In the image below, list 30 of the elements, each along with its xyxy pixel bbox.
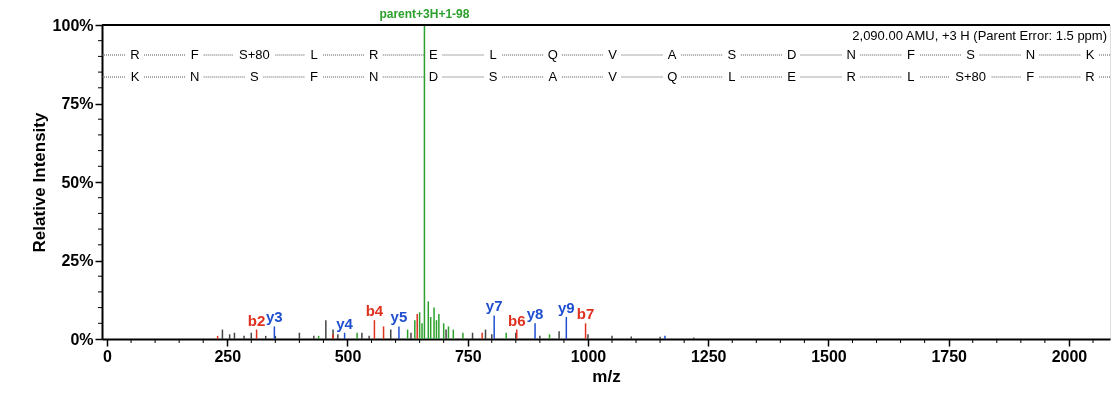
x-tick-label: 750 bbox=[454, 347, 482, 365]
text: R F S+80 L R E L Q V A S D N F S N K bbox=[130, 47, 1095, 62]
x-tick-label: 1250 bbox=[690, 347, 727, 365]
x-tick-label: 1750 bbox=[931, 347, 968, 365]
y-tick-label: 50% bbox=[61, 173, 94, 191]
y-tick-label: 25% bbox=[61, 252, 94, 269]
annotation: y7 bbox=[485, 297, 503, 315]
annotation: b4 bbox=[365, 302, 384, 320]
y-tick-label: 100% bbox=[52, 16, 94, 34]
annotation: b2 bbox=[247, 311, 266, 329]
y-tick-label: 0% bbox=[70, 330, 94, 348]
x-tick-label: 2000 bbox=[1051, 347, 1088, 365]
annotation: y8 bbox=[526, 305, 544, 323]
annotation: 2,090.00 AMU, +3 H (Parent Error: 1.5 ppm) bbox=[852, 28, 1107, 43]
y-axis-title: Relative Intensity bbox=[29, 112, 49, 253]
x-tick-label: 0 bbox=[103, 347, 113, 365]
annotation: parent+3H+1-98 bbox=[379, 7, 470, 21]
annotation: y4 bbox=[336, 314, 354, 332]
x-tick-label: 250 bbox=[214, 347, 242, 365]
annotation: y3 bbox=[266, 308, 283, 326]
annotation: y5 bbox=[390, 308, 408, 326]
y-tick-label: 75% bbox=[61, 95, 94, 112]
x-axis-title: m/z bbox=[592, 366, 621, 386]
annotation: y9 bbox=[557, 299, 575, 317]
annotation: b6 bbox=[508, 311, 526, 329]
x-tick-label: 500 bbox=[334, 347, 362, 365]
x-tick-label: 1500 bbox=[811, 347, 847, 365]
text: K N S F N D S A V Q L E R L S+80 F R bbox=[130, 69, 1095, 84]
annotation: b7 bbox=[576, 305, 595, 323]
x-tick-label: 1000 bbox=[570, 347, 607, 365]
